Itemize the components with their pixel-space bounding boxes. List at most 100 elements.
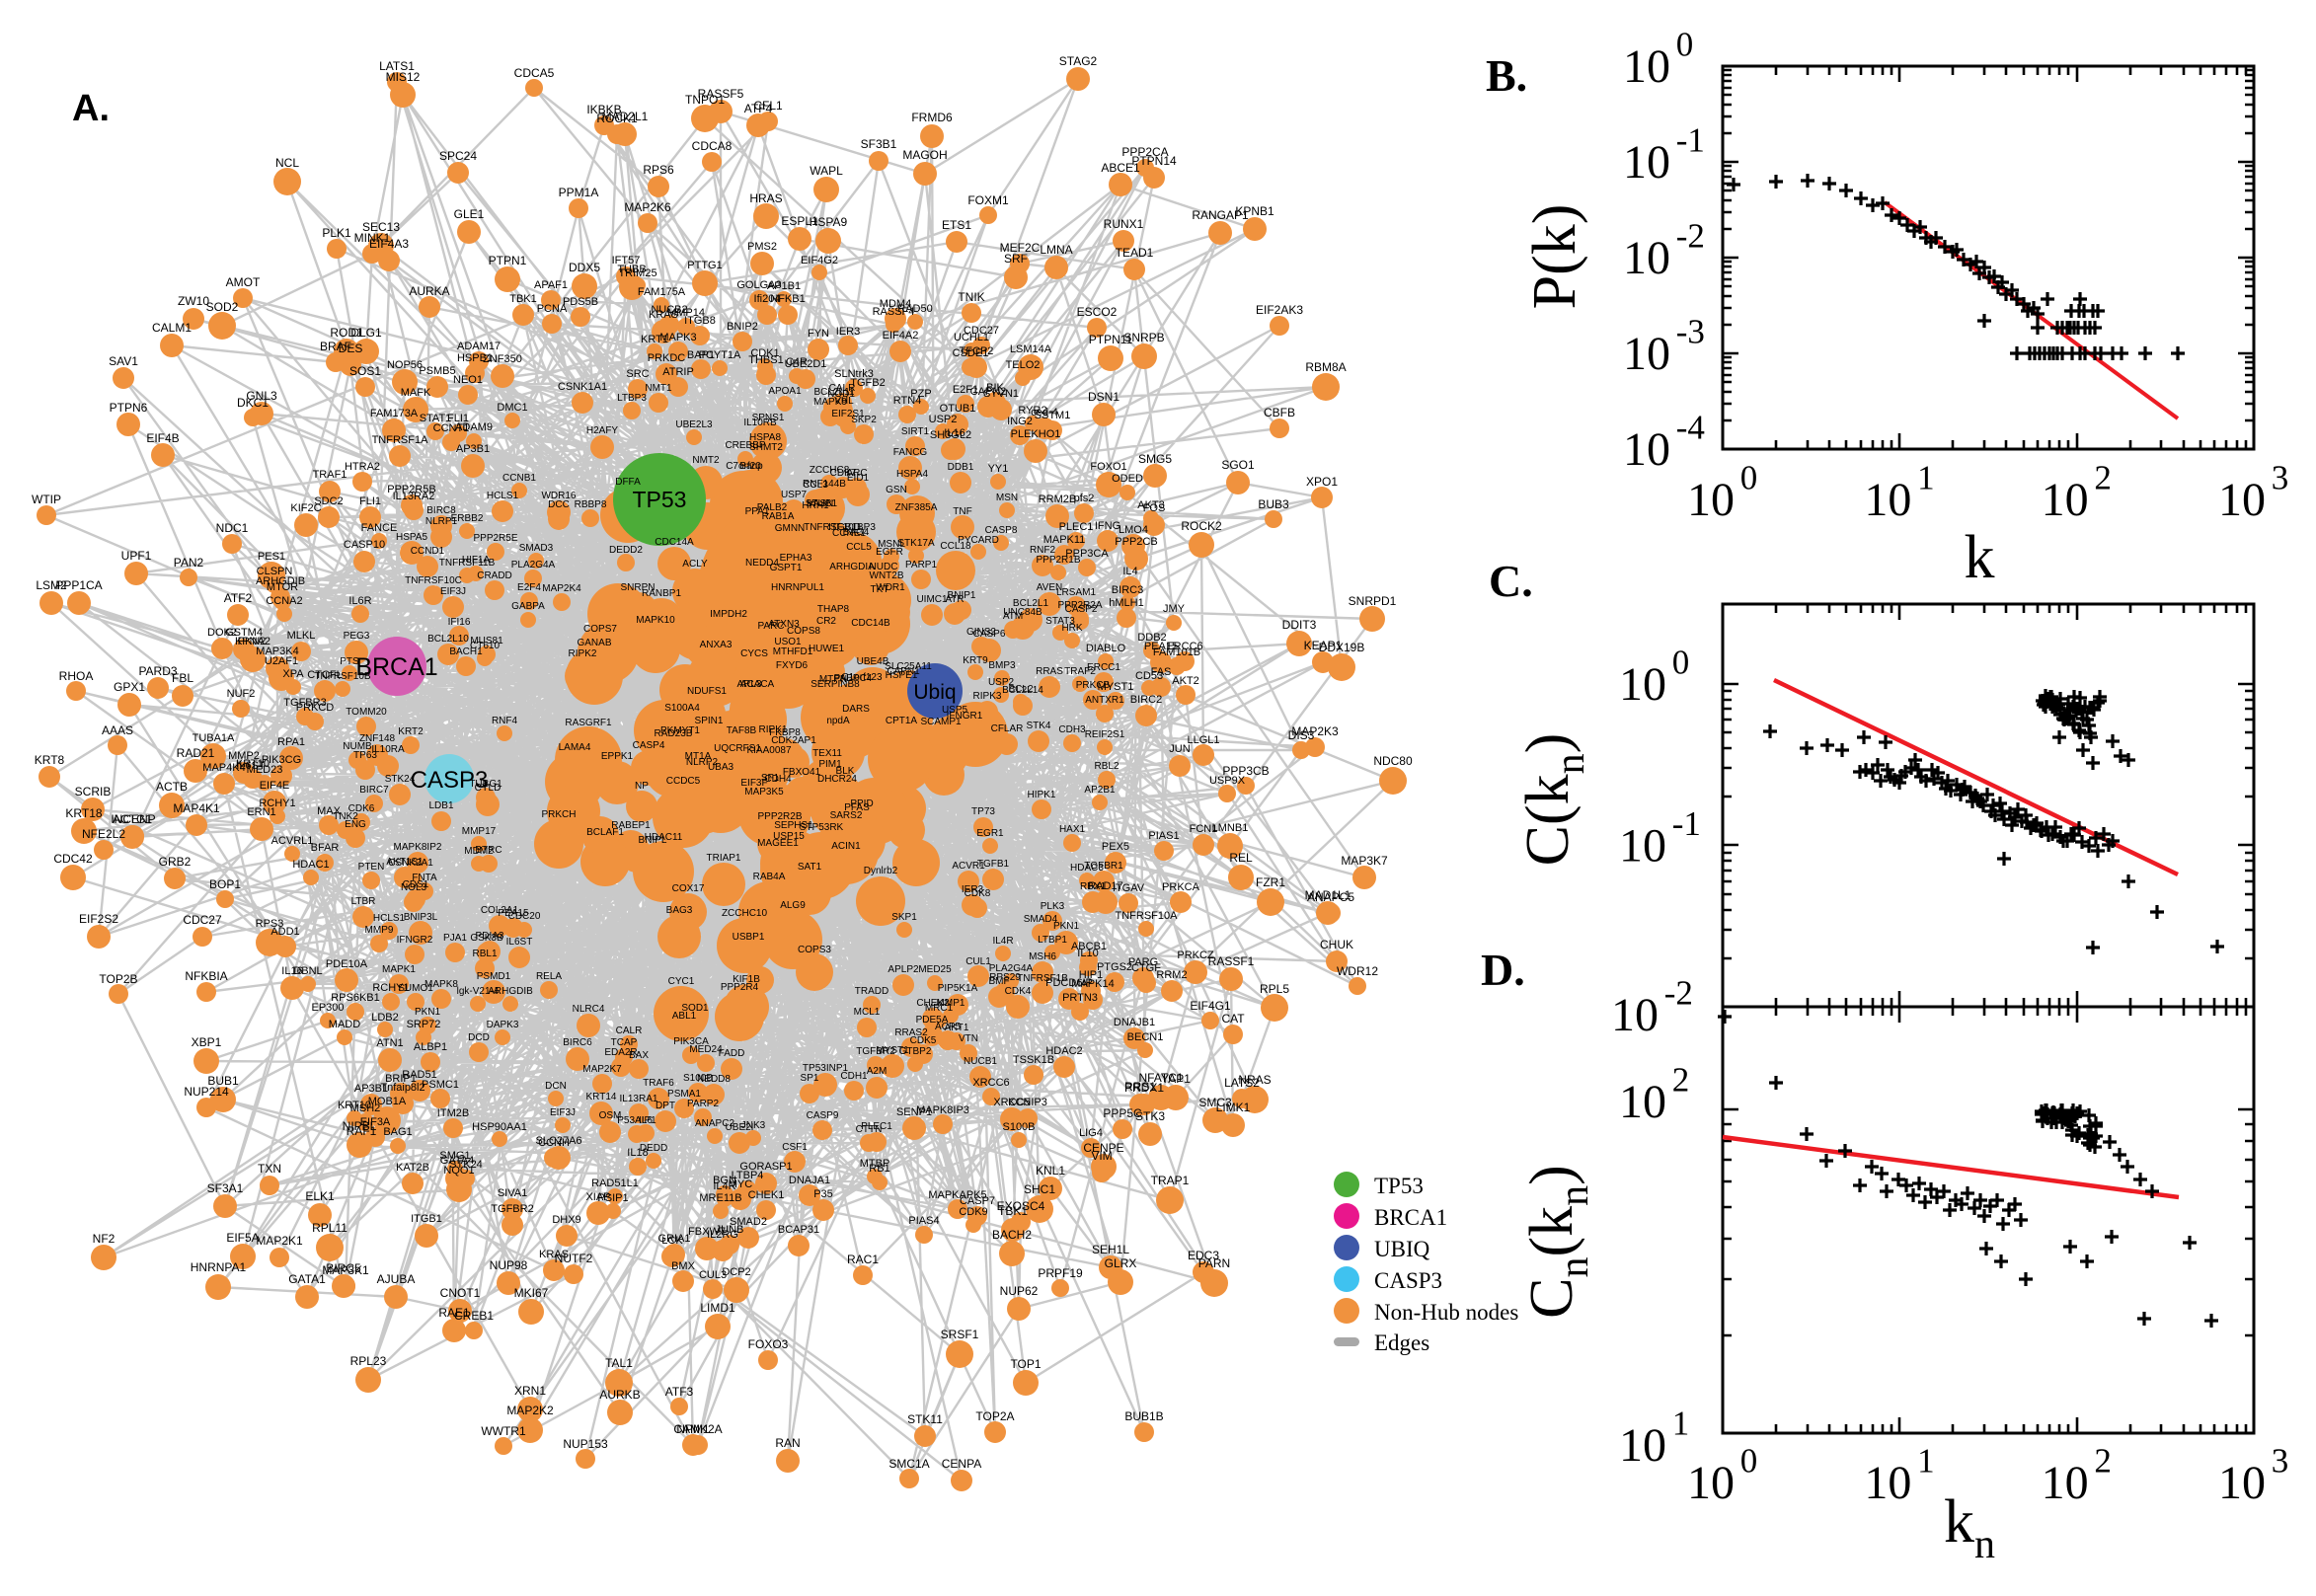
svg-text:BACH2: BACH2: [992, 1228, 1032, 1242]
svg-text:ITGB8: ITGB8: [684, 315, 716, 327]
svg-text:MRE11B: MRE11B: [699, 1192, 741, 1204]
svg-text:SENP1: SENP1: [896, 1106, 932, 1118]
svg-text:GINS2: GINS2: [966, 627, 996, 638]
svg-text:DLG1: DLG1: [350, 326, 382, 340]
svg-text:MDM4: MDM4: [880, 298, 911, 310]
svg-text:SEC13: SEC13: [362, 220, 400, 234]
svg-text:CCNA2: CCNA2: [266, 595, 302, 607]
svg-text:GRIA1: GRIA1: [657, 1233, 690, 1245]
svg-text:k: k: [1965, 524, 1995, 591]
svg-text:KRT10: KRT10: [236, 758, 270, 770]
svg-text:PIM1: PIM1: [818, 759, 842, 770]
svg-text:MAPK10: MAPK10: [636, 615, 675, 626]
svg-text:NDC80: NDC80: [1373, 754, 1413, 768]
svg-text:RBM8A: RBM8A: [1305, 360, 1346, 374]
svg-text:ATF2: ATF2: [224, 591, 253, 605]
svg-text:PPP2R1B: PPP2R1B: [1036, 555, 1080, 566]
svg-text:DCC: DCC: [548, 499, 570, 510]
svg-text:10: 10: [1864, 1457, 1911, 1509]
svg-text:ACLY: ACLY: [682, 559, 708, 570]
svg-text:MAPK8: MAPK8: [425, 979, 458, 990]
svg-text:HIP1: HIP1: [1079, 969, 1103, 981]
svg-text:CDK6: CDK6: [348, 803, 375, 814]
svg-text:LMNA: LMNA: [1040, 243, 1072, 257]
svg-text:IL4R: IL4R: [992, 936, 1013, 947]
svg-text:TNFRSF1B: TNFRSF1B: [1017, 973, 1068, 984]
svg-text:SCRIB: SCRIB: [75, 785, 112, 798]
svg-text:DBNL: DBNL: [293, 965, 322, 977]
svg-text:PDS5B: PDS5B: [563, 296, 598, 308]
svg-text:CASP10: CASP10: [344, 539, 385, 551]
svg-text:MMP17: MMP17: [462, 826, 497, 837]
svg-text:MAD2L1: MAD2L1: [602, 110, 649, 123]
svg-text:RRAS: RRAS: [1036, 666, 1063, 677]
svg-text:RELA: RELA: [536, 971, 562, 982]
svg-text:FADD: FADD: [719, 1048, 745, 1059]
svg-text:BNIP2: BNIP2: [727, 321, 758, 333]
svg-text:PPP2R2A: PPP2R2A: [1057, 600, 1102, 611]
svg-text:MAGEE1: MAGEE1: [757, 838, 799, 849]
svg-text:ACACA: ACACA: [740, 679, 775, 690]
svg-text:S100B: S100B: [683, 1073, 713, 1084]
svg-text:lgk-V21-4: lgk-V21-4: [457, 986, 500, 997]
svg-text:SGO1: SGO1: [1221, 458, 1255, 472]
svg-text:SHC1: SHC1: [1024, 1182, 1055, 1196]
svg-text:STUB1: STUB1: [806, 498, 838, 509]
svg-text:HSPA9: HSPA9: [810, 215, 848, 229]
svg-text:NCL: NCL: [275, 156, 299, 170]
svg-text:KRT8: KRT8: [35, 753, 65, 767]
svg-text:ACP5: ACP5: [935, 1022, 962, 1032]
svg-text:HSPA8: HSPA8: [749, 432, 781, 443]
svg-text:SRP72: SRP72: [407, 1019, 441, 1030]
svg-text:PARP2: PARP2: [687, 1099, 719, 1109]
svg-text:SOD2: SOD2: [206, 300, 239, 314]
svg-text:REIF2S1: REIF2S1: [1085, 729, 1125, 740]
svg-text:NFATC1: NFATC1: [1138, 1071, 1183, 1085]
svg-text:VIM: VIM: [1091, 1149, 1112, 1163]
svg-text:DHCR24: DHCR24: [817, 774, 857, 785]
svg-text:XBP1: XBP1: [192, 1035, 222, 1049]
svg-text:USP5: USP5: [942, 705, 968, 716]
svg-text:BCL2L10: BCL2L10: [427, 634, 469, 645]
svg-text:P53AIP1: P53AIP1: [617, 1115, 656, 1126]
svg-text:CYCS: CYCS: [740, 648, 768, 659]
svg-text:CENPE: CENPE: [1083, 1141, 1123, 1155]
svg-text:10: 10: [1623, 328, 1670, 380]
svg-text:BLK: BLK: [836, 766, 855, 777]
svg-text:Non-Hub nodes: Non-Hub nodes: [1374, 1300, 1518, 1325]
svg-text:ACTG1: ACTG1: [113, 812, 152, 826]
svg-text:ZCCHC8: ZCCHC8: [810, 465, 850, 476]
svg-text:ANTXR1: ANTXR1: [1085, 695, 1124, 706]
svg-text:AP3B1: AP3B1: [354, 1083, 388, 1095]
svg-text:ARL3: ARL3: [736, 679, 761, 690]
svg-text:SH3GL2: SH3GL2: [930, 429, 971, 441]
svg-text:FZR1: FZR1: [1256, 875, 1285, 889]
svg-text:MMP14: MMP14: [667, 307, 705, 319]
svg-text:ELK1: ELK1: [305, 1189, 335, 1203]
svg-text:MUS81: MUS81: [470, 636, 503, 646]
svg-text:CAMK2A: CAMK2A: [673, 1422, 722, 1436]
svg-text:ERCC6: ERCC6: [1166, 641, 1202, 652]
svg-text:MMP2: MMP2: [228, 750, 260, 762]
svg-text:STK11: STK11: [907, 1412, 943, 1426]
svg-text:FCN1: FCN1: [1190, 823, 1218, 835]
svg-text:BAX: BAX: [629, 1050, 649, 1061]
svg-text:ZCCHC10: ZCCHC10: [722, 908, 768, 919]
svg-text:PTPN6: PTPN6: [110, 401, 148, 415]
svg-text:SKP1: SKP1: [891, 912, 917, 923]
svg-text:SAV1: SAV1: [109, 354, 138, 368]
svg-text:NUMB: NUMB: [343, 741, 372, 752]
svg-text:BCAP31: BCAP31: [778, 1224, 819, 1236]
svg-text:WNT2B: WNT2B: [870, 570, 904, 581]
svg-text:ATXN3: ATXN3: [768, 619, 800, 630]
svg-text:SIVA1: SIVA1: [498, 1187, 527, 1199]
svg-text:AURKA: AURKA: [409, 284, 449, 298]
svg-text:BRCA1: BRCA1: [355, 653, 437, 681]
svg-text:HRK: HRK: [1061, 623, 1082, 634]
svg-text:LIMK1: LIMK1: [1216, 1101, 1251, 1114]
svg-text:CCNE1: CCNE1: [832, 528, 866, 539]
svg-text:CR2: CR2: [816, 616, 836, 627]
svg-text:CASP7: CASP7: [960, 1195, 995, 1207]
svg-text:TOP1: TOP1: [1010, 1357, 1041, 1371]
svg-text:BCL2L11: BCL2L11: [814, 387, 855, 398]
